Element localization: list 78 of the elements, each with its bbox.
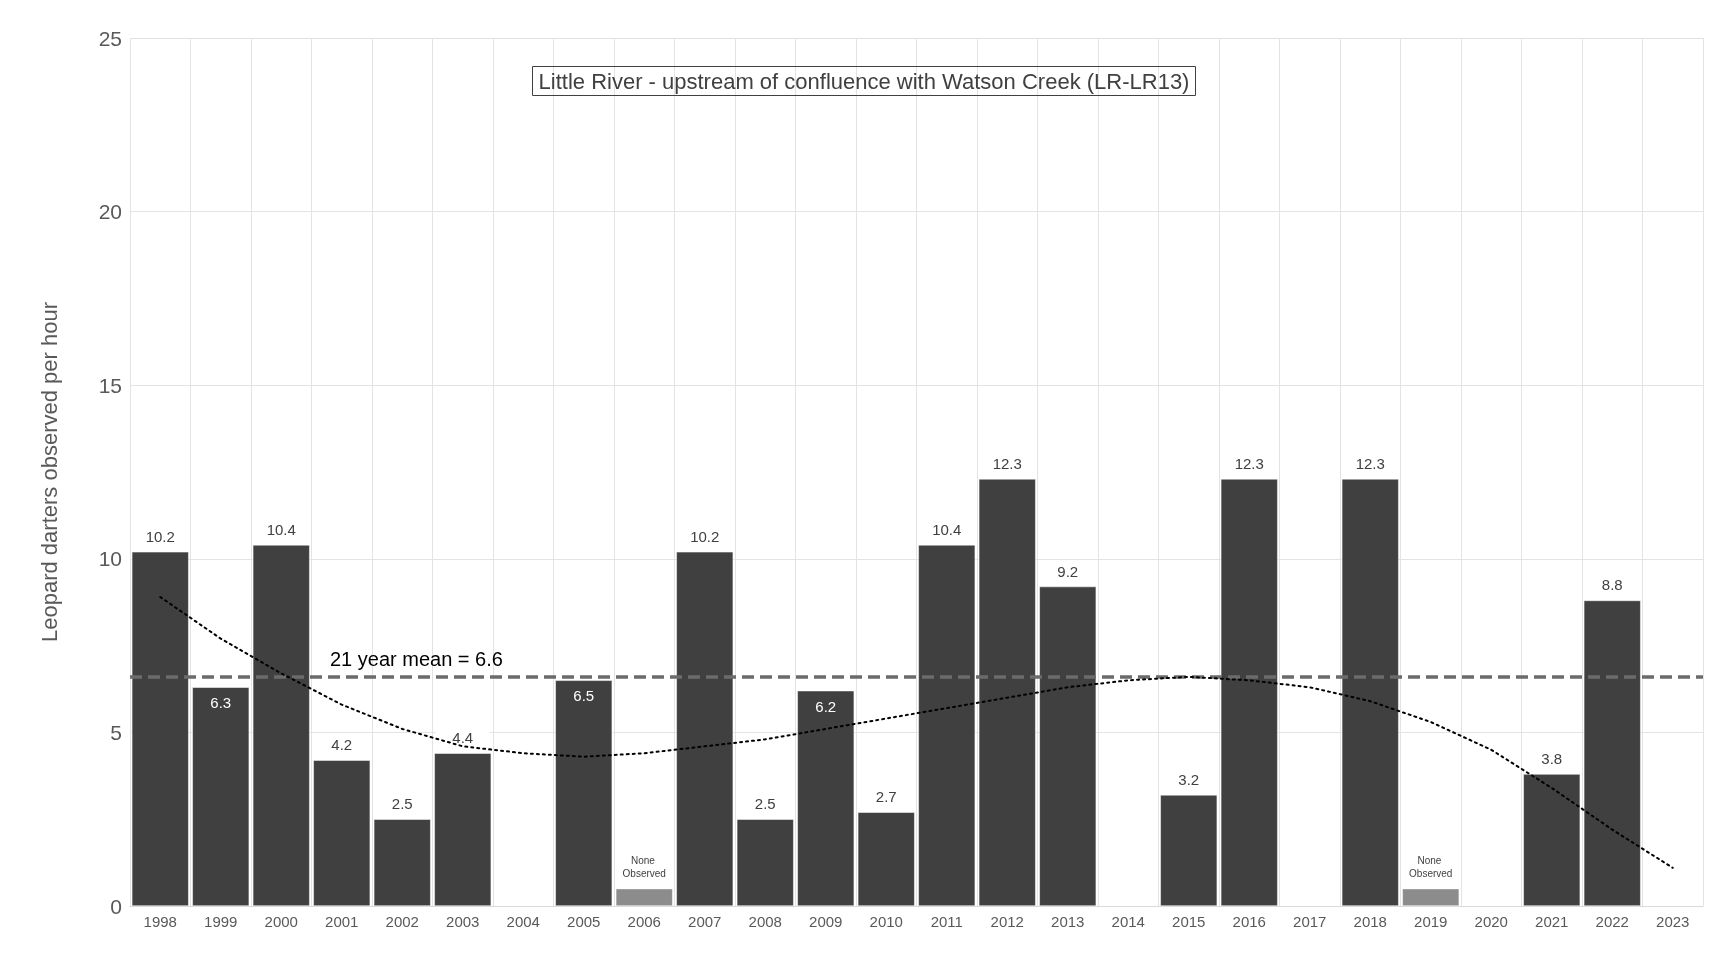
data-label: None Observed xyxy=(1409,854,1453,879)
data-label: 10.4 xyxy=(932,520,962,538)
bar xyxy=(1160,794,1218,906)
bar xyxy=(736,819,794,906)
bar xyxy=(676,551,734,906)
bar xyxy=(1220,478,1278,906)
data-label: None Observed xyxy=(622,854,666,879)
x-tick-label: 2005 xyxy=(567,913,601,930)
x-tick-label: 2022 xyxy=(1595,913,1629,930)
bar xyxy=(313,760,371,906)
data-label: 10.4 xyxy=(266,520,296,538)
x-tick-label: 2021 xyxy=(1535,913,1569,930)
data-label: 4.2 xyxy=(331,736,353,754)
bar xyxy=(918,544,976,906)
bar xyxy=(1523,774,1581,906)
x-tick-label: 2000 xyxy=(264,913,298,930)
x-tick-label: 2011 xyxy=(930,913,963,930)
x-tick-label: 2012 xyxy=(990,913,1024,930)
x-tick-label: 2016 xyxy=(1232,913,1266,930)
data-label: 2.7 xyxy=(875,788,897,806)
y-tick-label: 25 xyxy=(98,26,122,50)
x-tick-label: 2017 xyxy=(1293,913,1327,930)
text: Little River - upstream of confluence with Watson Creek (LR-LR13) xyxy=(538,68,1190,94)
data-label: 8.8 xyxy=(1601,576,1623,594)
bar xyxy=(131,551,189,906)
x-tick-label: 2002 xyxy=(385,913,419,930)
data-label: 6.5 xyxy=(573,687,595,705)
data-label: 3.8 xyxy=(1541,750,1563,768)
y-tick-label: 10 xyxy=(98,547,122,571)
data-label: 12.3 xyxy=(1355,454,1385,472)
data-label: 6.2 xyxy=(815,697,837,715)
x-tick-label: 2010 xyxy=(869,913,903,930)
bar xyxy=(1039,586,1097,906)
x-tick-label: 2015 xyxy=(1172,913,1206,930)
x-tick-label: 2019 xyxy=(1414,913,1448,930)
bar xyxy=(555,680,613,906)
data-label: 12.3 xyxy=(992,454,1022,472)
y-tick-label: 5 xyxy=(110,720,122,744)
x-tick-label: 2009 xyxy=(809,913,843,930)
bar xyxy=(857,812,915,906)
x-tick-label: 2007 xyxy=(688,913,722,930)
x-tick-label: 2008 xyxy=(748,913,782,930)
y-tick-label: 15 xyxy=(98,373,122,397)
bar xyxy=(615,888,673,906)
y-tick-label: 0 xyxy=(110,894,122,918)
data-label: 2.5 xyxy=(754,795,776,813)
x-tick-label: 2023 xyxy=(1656,913,1690,930)
data-label: 3.2 xyxy=(1178,770,1200,788)
x-tick-label: 1999 xyxy=(204,913,238,930)
x-tick-label: 2003 xyxy=(446,913,480,930)
data-label: 2.5 xyxy=(391,795,413,813)
data-label: 10.2 xyxy=(690,527,720,545)
x-tick-label: 2001 xyxy=(325,913,359,930)
bar xyxy=(192,687,250,906)
data-label: 6.3 xyxy=(210,694,232,712)
bar xyxy=(1341,478,1399,906)
bar xyxy=(1402,888,1460,906)
data-label: 10.2 xyxy=(145,527,175,545)
bar xyxy=(373,819,431,906)
x-tick-label: 2014 xyxy=(1111,913,1145,930)
data-label: 4.4 xyxy=(452,729,474,747)
x-tick-label: 2013 xyxy=(1051,913,1085,930)
x-tick-label: 1998 xyxy=(143,913,177,930)
bar xyxy=(978,478,1036,906)
data-label: 9.2 xyxy=(1057,562,1079,580)
data-label: 12.3 xyxy=(1234,454,1264,472)
bar xyxy=(252,544,310,906)
y-tick-label: 20 xyxy=(98,200,122,224)
x-tick-label: 2004 xyxy=(506,913,540,930)
bar xyxy=(1583,600,1641,906)
x-tick-label: 2006 xyxy=(627,913,661,930)
ref-line-label: 21 year mean = 6.6 xyxy=(330,647,503,670)
line-series xyxy=(159,595,1674,869)
x-tick-label: 2018 xyxy=(1353,913,1387,930)
y-axis-title: Leopard darters observed per hour xyxy=(36,302,62,642)
bar xyxy=(797,690,855,906)
x-tick-label: 2020 xyxy=(1474,913,1508,930)
bar xyxy=(434,753,492,906)
